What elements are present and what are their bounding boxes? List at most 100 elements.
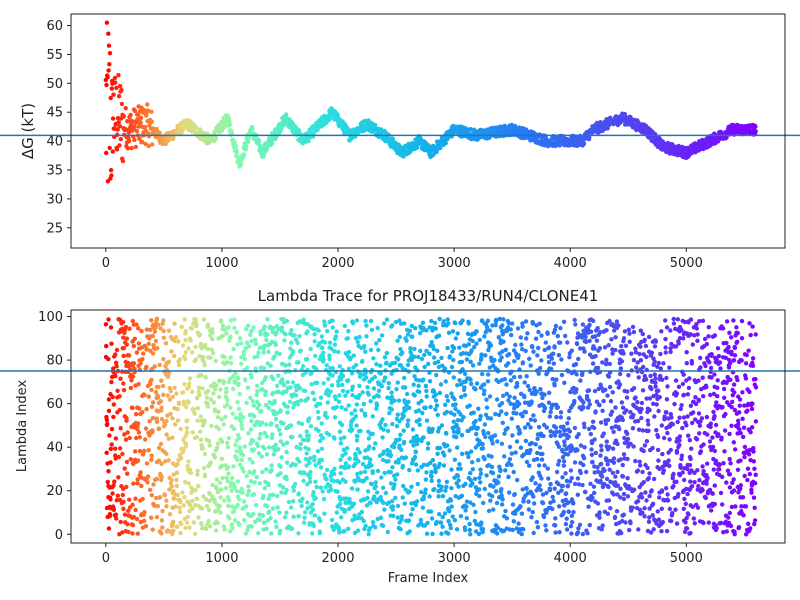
lambda-point xyxy=(417,422,422,427)
lambda-point xyxy=(364,323,369,328)
lambda-point xyxy=(400,463,406,469)
lambda-point xyxy=(592,437,597,442)
lambda-point xyxy=(209,423,214,429)
lambda-point xyxy=(116,454,122,460)
lambda-point xyxy=(136,382,141,387)
lambda-point xyxy=(204,504,210,509)
lambda-point xyxy=(135,477,140,482)
lambda-point xyxy=(423,405,428,410)
lambda-point xyxy=(346,366,352,371)
lambda-point xyxy=(150,416,156,421)
lambda-point xyxy=(403,455,409,460)
lambda-point xyxy=(578,443,584,448)
lambda-point xyxy=(599,385,604,390)
lambda-point xyxy=(462,527,468,533)
lambda-point xyxy=(178,499,183,505)
lambda-point xyxy=(546,400,552,405)
lambda-point xyxy=(507,490,512,495)
lambda-point xyxy=(145,480,150,485)
lambda-point xyxy=(433,326,438,331)
lambda-point xyxy=(336,399,342,404)
lambda-point xyxy=(484,473,489,478)
lambda-point xyxy=(134,350,140,355)
lambda-point xyxy=(128,457,133,462)
lambda-point xyxy=(566,509,572,514)
lambda-point xyxy=(338,441,344,446)
lambda-point xyxy=(479,318,485,323)
lambda-point xyxy=(399,514,404,519)
lambda-point xyxy=(155,504,160,509)
lambda-point xyxy=(255,354,260,359)
lambda-point xyxy=(180,343,186,348)
lambda-point xyxy=(108,325,114,330)
lambda-point xyxy=(308,469,313,475)
lambda-point xyxy=(238,411,243,417)
lambda-point xyxy=(287,399,293,404)
lambda-point xyxy=(289,352,295,357)
lambda-point xyxy=(307,479,313,485)
lambda-point xyxy=(354,318,360,323)
lambda-point xyxy=(145,474,151,479)
lambda-point xyxy=(561,319,567,324)
lambda-point xyxy=(187,525,192,530)
lambda-point xyxy=(106,526,112,531)
delta-g-point xyxy=(194,125,199,131)
lambda-point xyxy=(340,453,345,458)
delta-g-point xyxy=(227,119,232,124)
lambda-point xyxy=(495,439,500,444)
lambda-point xyxy=(528,425,533,430)
lambda-point xyxy=(560,483,566,489)
lambda-point xyxy=(357,383,362,388)
lambda-point xyxy=(557,458,562,464)
lambda-point xyxy=(531,494,536,499)
lambda-point xyxy=(132,366,137,372)
lambda-point xyxy=(522,400,528,405)
lambda-point xyxy=(260,469,265,475)
lambda-point xyxy=(273,519,278,524)
lambda-point xyxy=(104,417,110,423)
lambda-point xyxy=(453,320,458,326)
lambda-point xyxy=(149,404,155,409)
lambda-point xyxy=(220,475,225,481)
lambda-point xyxy=(428,509,434,514)
lambda-point xyxy=(237,522,242,527)
lambda-point xyxy=(269,531,274,536)
lambda-point xyxy=(332,342,338,347)
lambda-point xyxy=(482,382,487,387)
delta-g-point xyxy=(149,119,154,124)
lambda-point xyxy=(583,339,589,345)
delta-g-point xyxy=(143,141,148,147)
lambda-point xyxy=(187,508,192,514)
lambda-point xyxy=(124,459,130,465)
lambda-point xyxy=(354,423,359,428)
lambda-point xyxy=(519,342,524,347)
lambda-point xyxy=(127,497,132,502)
lambda-point xyxy=(285,404,290,409)
lambda-point xyxy=(407,328,413,333)
lambda-point xyxy=(289,340,294,345)
lambda-point xyxy=(207,443,212,448)
delta-g-point xyxy=(416,142,421,147)
lambda-point xyxy=(613,480,618,485)
lambda-point xyxy=(146,394,151,399)
delta-g-point xyxy=(234,150,239,155)
lambda-point xyxy=(361,401,367,407)
lambda-point xyxy=(611,456,617,461)
lambda-point xyxy=(115,493,121,498)
lambda-point xyxy=(321,496,327,502)
lambda-point xyxy=(423,491,428,496)
lambda-point xyxy=(122,432,127,437)
lambda-point xyxy=(559,488,564,493)
lambda-point xyxy=(219,487,224,492)
lambda-point xyxy=(249,375,254,380)
lambda-point xyxy=(164,504,169,509)
lambda-point xyxy=(387,410,392,416)
lambda-point xyxy=(470,363,476,368)
lambda-point xyxy=(543,340,548,345)
lambda-point xyxy=(530,509,535,515)
lambda-point xyxy=(198,341,204,347)
lambda-point xyxy=(546,345,552,350)
lambda-point xyxy=(477,361,482,366)
lambda-point xyxy=(395,472,400,477)
